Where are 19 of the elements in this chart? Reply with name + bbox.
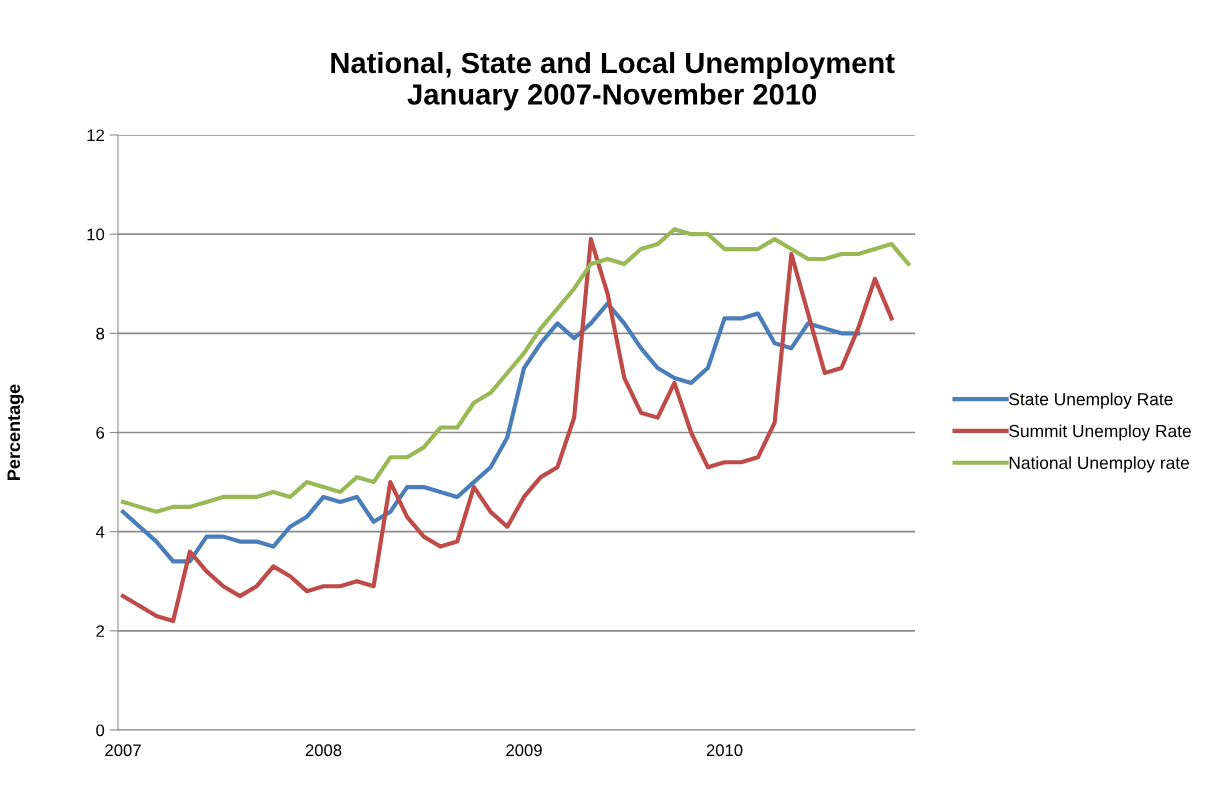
y-axis-title: Percentage bbox=[7, 384, 24, 480]
legend-label: State Unemploy Rate bbox=[1009, 392, 1173, 409]
x-tick-label: 2010 bbox=[706, 744, 743, 757]
y-tick-label: 6 bbox=[96, 426, 105, 439]
y-tick-label: 4 bbox=[95, 526, 105, 538]
x-tick-label: 2008 bbox=[305, 744, 342, 757]
y-tick-label: 10 bbox=[87, 228, 105, 241]
x-tick-label: 2007 bbox=[105, 744, 141, 757]
chart-title: National, State and Local Unemployment January 2007-November 2010 bbox=[331, 51, 895, 111]
line-series bbox=[120, 301, 861, 564]
line-series bbox=[120, 227, 911, 514]
x-tick-label: 2009 bbox=[506, 744, 542, 757]
legend-label: Summit Unemploy Rate bbox=[1009, 424, 1191, 441]
y-tick-label: 0 bbox=[96, 724, 105, 737]
y-tick-label: 8 bbox=[96, 327, 105, 340]
y-tick-label: 12 bbox=[87, 129, 104, 142]
y-tick-label: 2 bbox=[96, 625, 104, 637]
legend-label: National Unemploy rate bbox=[1009, 456, 1189, 473]
line-series bbox=[120, 237, 894, 624]
